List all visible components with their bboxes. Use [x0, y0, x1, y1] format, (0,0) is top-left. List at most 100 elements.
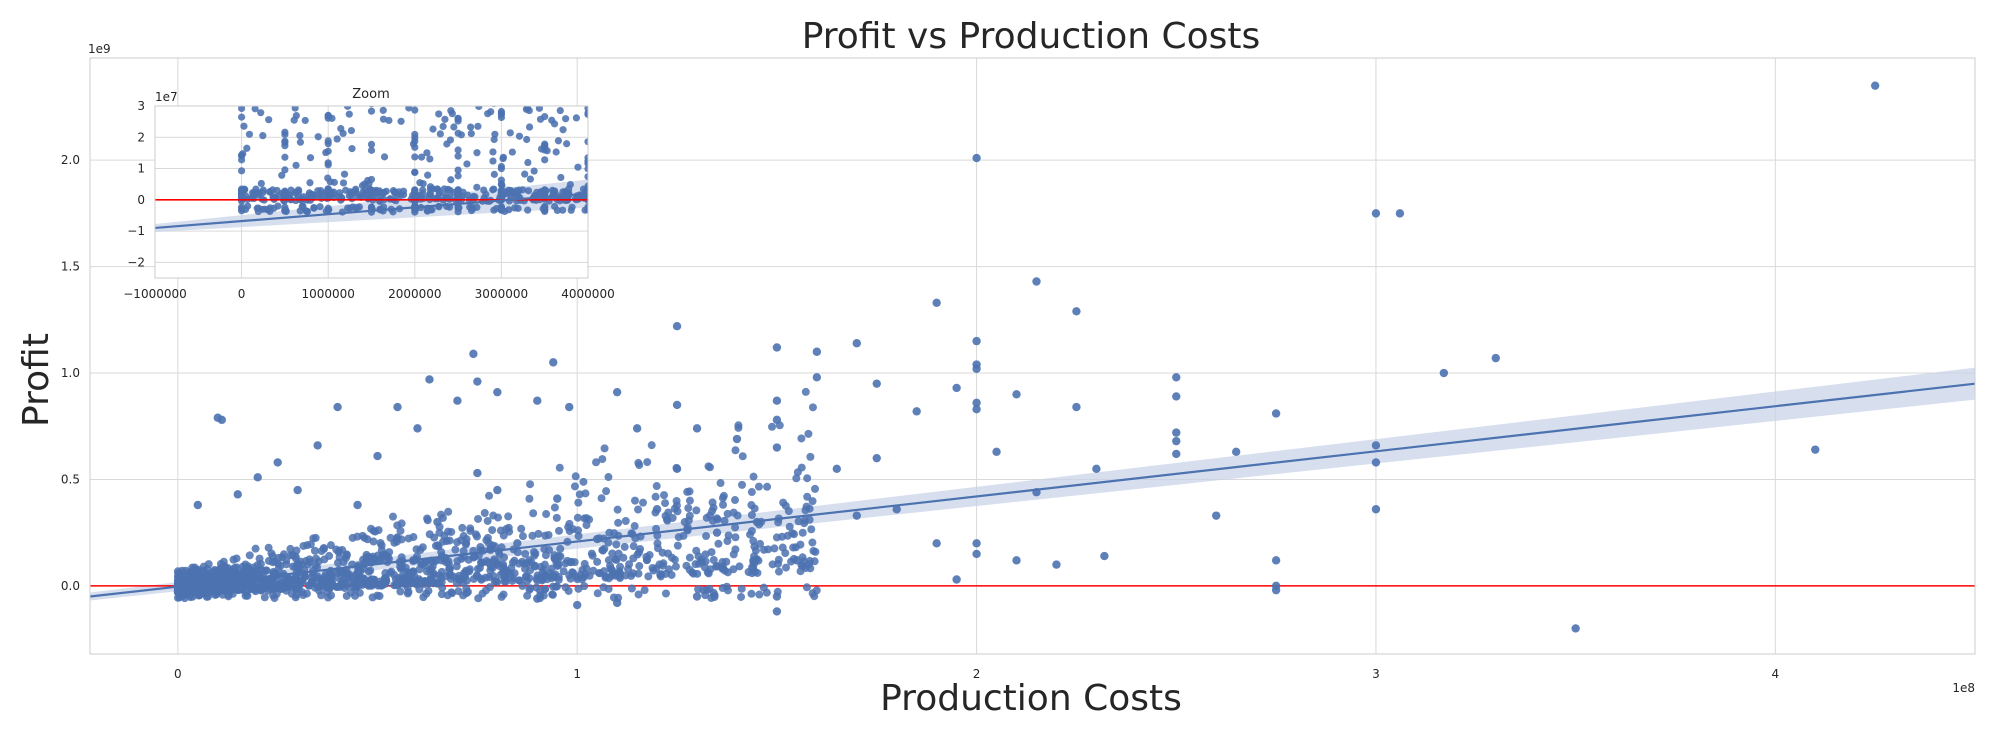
chart-title: Profit vs Production Costs: [802, 16, 1261, 57]
scatter-point: [491, 130, 499, 138]
scatter-point: [362, 191, 371, 199]
scatter-point: [291, 593, 300, 602]
scatter-point: [238, 207, 246, 215]
scatter-point: [645, 551, 654, 560]
scatter-point: [340, 584, 349, 593]
scatter-point: [413, 424, 422, 433]
scatter-point: [1052, 560, 1061, 569]
scatter-point: [548, 590, 557, 599]
scatter-point: [429, 125, 437, 133]
scatter-point: [418, 543, 427, 552]
regression-line: [89, 382, 1976, 598]
scatter-point: [632, 424, 642, 433]
scatter-point: [332, 582, 341, 591]
scatter-point: [1012, 556, 1021, 565]
scatter-point: [489, 157, 497, 165]
scatter-point: [792, 474, 801, 483]
scatter-point: [674, 533, 683, 542]
scatter-point: [554, 551, 563, 560]
scatter-point: [489, 148, 497, 156]
scatter-point: [454, 146, 462, 154]
scatter-point: [559, 567, 568, 576]
scatter-point: [385, 548, 394, 557]
scatter-point: [422, 589, 431, 598]
scatter-point: [723, 509, 732, 518]
scatter-point: [602, 487, 611, 496]
scatter-point: [620, 542, 629, 551]
scatter-point: [301, 116, 309, 125]
scatter-point: [932, 539, 941, 548]
scatter-point: [506, 129, 514, 137]
scatter-point: [299, 541, 308, 550]
scatter-point: [382, 187, 390, 195]
scatter-point: [429, 570, 438, 579]
scatter-point: [214, 583, 223, 592]
scatter-point: [454, 172, 462, 180]
x-tick-label: 0: [174, 667, 182, 681]
scatter-point: [521, 170, 529, 178]
x-tick-label: 1: [573, 667, 581, 681]
scatter-point: [574, 163, 582, 171]
scatter-point: [572, 114, 580, 122]
scatter-point: [1172, 373, 1181, 382]
scatter-point: [345, 110, 353, 118]
scatter-point: [377, 541, 386, 550]
scatter-point: [347, 126, 356, 135]
inset-title: Zoom: [352, 87, 389, 102]
scatter-point: [539, 591, 548, 600]
scatter-point: [312, 554, 321, 563]
scatter-point: [781, 501, 790, 510]
scatter-point: [251, 544, 260, 553]
scatter-point: [298, 202, 306, 211]
scatter-point: [240, 122, 248, 130]
scatter-point: [344, 571, 353, 580]
scatter-point: [454, 152, 462, 160]
scatter-point: [490, 170, 498, 178]
scatter-point: [616, 574, 625, 583]
scatter-point: [339, 576, 348, 585]
scatter-point: [239, 150, 247, 158]
scatter-point: [355, 576, 364, 585]
scatter-point: [610, 529, 619, 538]
scatter-point: [264, 543, 273, 552]
y-tick-label: 0.0: [61, 579, 80, 593]
scatter-point: [778, 532, 787, 541]
scatter-point: [749, 564, 758, 573]
scatter-point: [579, 573, 588, 582]
scatter-point: [427, 191, 435, 199]
scatter-point: [445, 564, 454, 573]
scatter-point: [660, 491, 669, 500]
scatter-point: [789, 543, 798, 552]
scatter-point: [473, 468, 482, 478]
scatter-point: [435, 522, 444, 531]
scatter-point: [324, 206, 332, 214]
scatter-point: [701, 557, 710, 566]
scatter-point: [802, 502, 811, 511]
scatter-point: [794, 517, 803, 526]
scatter-point: [493, 485, 502, 495]
inset-y-tick-labels: −2 −1 0 1 2 3: [127, 99, 145, 269]
scatter-point: [635, 461, 644, 470]
scatter-point: [483, 533, 492, 542]
scatter-point: [566, 574, 575, 583]
scatter-point: [651, 508, 660, 517]
scatter-point: [768, 422, 777, 431]
scatter-point: [360, 533, 369, 542]
scatter-point: [747, 511, 756, 520]
scatter-point: [731, 533, 740, 542]
scatter-point: [773, 587, 782, 596]
scatter-point: [518, 532, 527, 541]
scatter-point: [1271, 556, 1281, 565]
scatter-point: [446, 571, 455, 580]
scatter-point: [379, 106, 387, 114]
scatter-point: [804, 560, 813, 569]
scatter-point: [436, 130, 444, 138]
scatter-point: [702, 532, 711, 541]
scatter-point: [629, 569, 638, 578]
scatter-point: [601, 573, 610, 582]
scatter-point: [787, 557, 796, 566]
scatter-point: [832, 464, 842, 474]
scatter-point: [719, 491, 728, 500]
scatter-point: [551, 582, 560, 591]
